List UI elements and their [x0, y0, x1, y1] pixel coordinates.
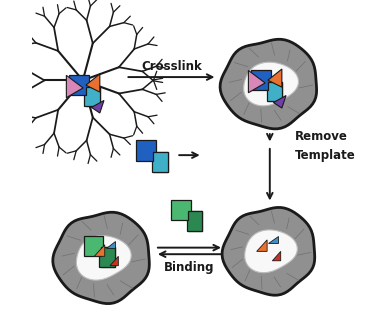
Polygon shape: [268, 236, 278, 243]
Polygon shape: [76, 236, 131, 280]
Polygon shape: [274, 95, 286, 108]
Polygon shape: [91, 100, 104, 113]
Polygon shape: [110, 256, 118, 266]
Polygon shape: [171, 200, 202, 231]
Polygon shape: [99, 247, 114, 267]
Polygon shape: [84, 236, 114, 267]
Polygon shape: [244, 62, 298, 106]
Text: Remove: Remove: [294, 130, 347, 143]
Polygon shape: [220, 39, 317, 129]
Polygon shape: [222, 208, 315, 295]
Text: Template: Template: [294, 149, 355, 162]
Polygon shape: [86, 74, 100, 92]
Polygon shape: [106, 241, 115, 248]
Polygon shape: [66, 75, 83, 98]
Polygon shape: [268, 69, 282, 87]
Polygon shape: [53, 212, 149, 304]
Polygon shape: [267, 82, 282, 101]
Polygon shape: [94, 245, 105, 256]
Text: Binding: Binding: [164, 261, 215, 274]
Polygon shape: [249, 71, 265, 93]
Polygon shape: [251, 71, 282, 101]
Polygon shape: [85, 87, 100, 106]
Polygon shape: [272, 251, 281, 261]
Polygon shape: [245, 230, 298, 273]
Text: Crosslink: Crosslink: [141, 60, 202, 73]
Polygon shape: [152, 152, 168, 172]
Polygon shape: [136, 140, 168, 172]
Polygon shape: [257, 240, 267, 251]
Polygon shape: [187, 211, 202, 231]
Polygon shape: [69, 75, 100, 106]
